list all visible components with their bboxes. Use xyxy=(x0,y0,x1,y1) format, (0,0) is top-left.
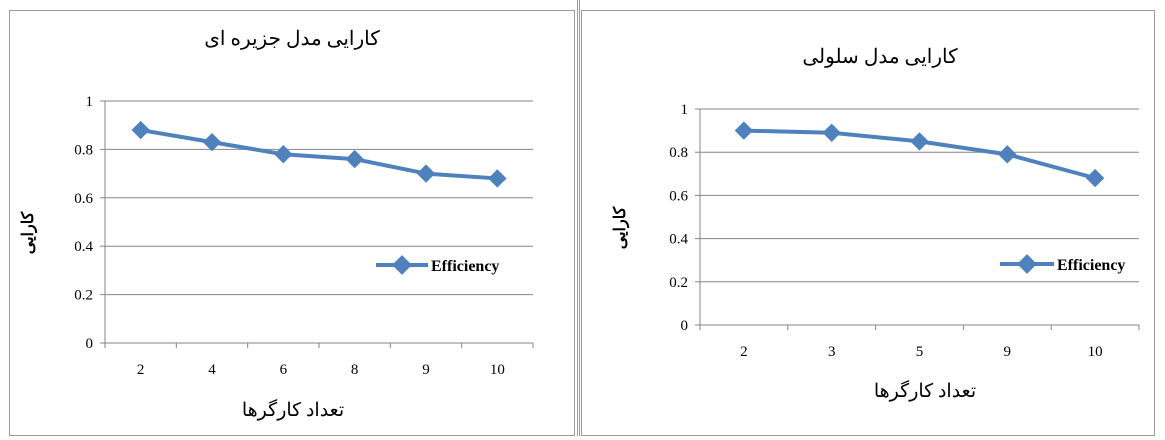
y-tick-label: 0 xyxy=(86,336,94,352)
data-point xyxy=(822,123,841,142)
data-point xyxy=(910,132,929,151)
legend: Efficiency xyxy=(1000,254,1125,274)
y-tick-label: 0.8 xyxy=(74,142,93,158)
y-tick-label: 0.4 xyxy=(669,232,688,248)
data-point xyxy=(131,120,150,140)
chart-panel-cellular: کارایی مدل سلولی 0 0.2 0.4 0.6 0.8 1 2 3 5 9 10 ک… xyxy=(581,10,1155,436)
x-tick-label: 3 xyxy=(828,344,836,360)
data-point xyxy=(345,149,364,169)
y-tick-label: 1 xyxy=(86,94,94,110)
data-point xyxy=(416,164,436,183)
legend-marker xyxy=(392,255,412,275)
y-tick-label: 1 xyxy=(681,102,689,118)
y-tick-label: 0.4 xyxy=(74,239,93,255)
x-tick-label: 5 xyxy=(916,344,924,360)
y-tick-label: 0.8 xyxy=(669,145,688,161)
chart-cellular-svg: کارایی مدل سلولی 0 0.2 0.4 0.6 0.8 1 2 3 5 9 10 ک… xyxy=(612,46,1140,402)
chart-title: کارایی مدل سلولی xyxy=(802,46,958,68)
data-point xyxy=(274,145,293,164)
y-axis-label: کارایی xyxy=(612,206,630,249)
chart-title: کارایی مدل جزیره ای xyxy=(204,28,380,50)
x-tick-label: 9 xyxy=(422,362,430,378)
data-point xyxy=(1085,168,1105,188)
panel-separator xyxy=(577,0,580,436)
legend-label: Efficiency xyxy=(431,258,499,275)
chart-panel-island: کارایی مدل جزیره ای 0 0.2 0.4 0.6 0.8 1 2 4 6 8 9… xyxy=(9,10,575,436)
y-tick-label: 0.2 xyxy=(669,275,688,291)
x-axis-label: تعداد کارگرها xyxy=(874,379,976,402)
data-point xyxy=(488,169,507,188)
x-tick-label: 6 xyxy=(280,362,288,378)
data-point xyxy=(998,145,1017,164)
legend-label: Efficiency xyxy=(1057,257,1125,274)
series-line xyxy=(140,128,498,181)
legend-marker xyxy=(1017,254,1037,274)
x-tick-label: 2 xyxy=(137,362,145,378)
data-point xyxy=(202,132,222,152)
y-axis-label: کارایی xyxy=(20,211,38,254)
x-tick-label: 8 xyxy=(351,362,359,378)
x-tick-label: 10 xyxy=(1088,344,1103,360)
x-tick-label: 9 xyxy=(1004,344,1012,360)
y-tick-label: 0.6 xyxy=(669,188,688,204)
x-tick-label: 4 xyxy=(208,362,216,378)
y-tick-label: 0.2 xyxy=(74,288,93,304)
x-tick-label: 2 xyxy=(740,344,748,360)
x-axis-label: تعداد کارگرها xyxy=(242,398,344,421)
chart-island-svg: کارایی مدل جزیره ای 0 0.2 0.4 0.6 0.8 1 2 4 6 8 9… xyxy=(20,28,534,421)
data-point xyxy=(734,121,754,140)
y-tick-label: 0.6 xyxy=(74,191,93,207)
legend: Efficiency xyxy=(376,255,499,275)
y-tick-label: 0 xyxy=(681,318,689,334)
x-tick-label: 10 xyxy=(490,362,505,378)
